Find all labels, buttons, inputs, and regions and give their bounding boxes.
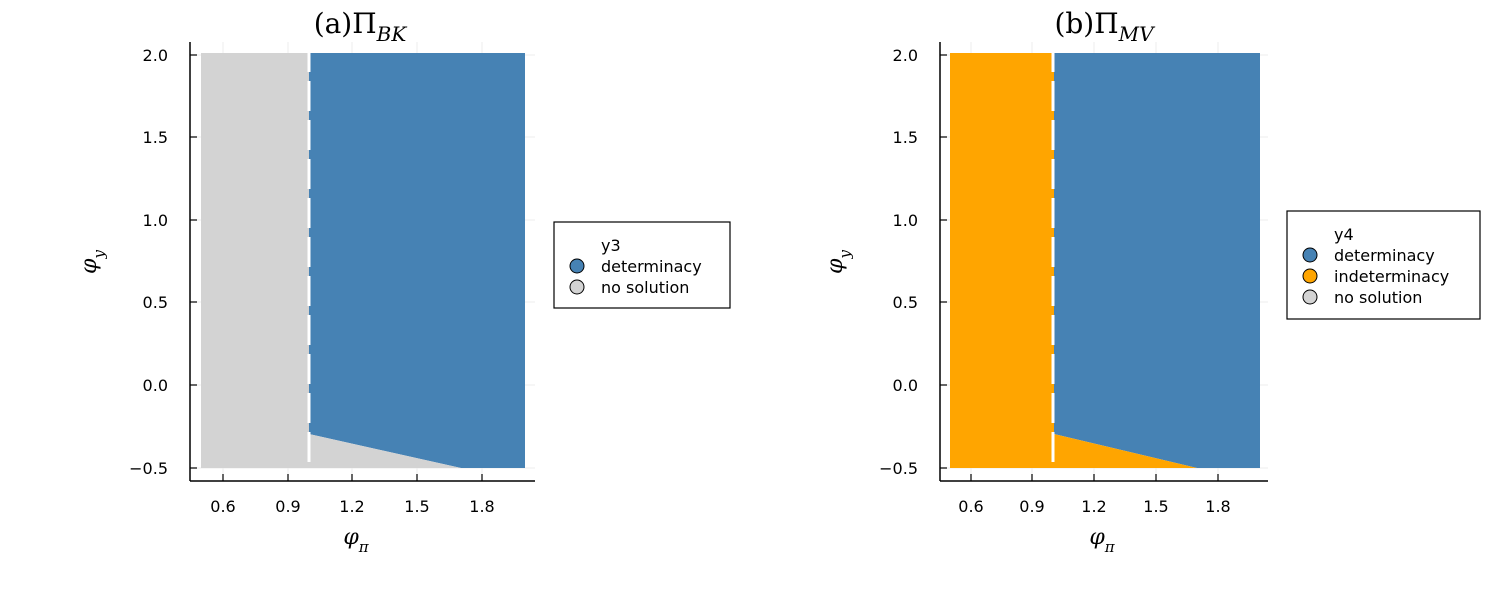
legend-label-determinacy: determinacy <box>601 257 702 276</box>
svg-text:1.8: 1.8 <box>469 497 494 516</box>
legend-b: y4 determinacy indeterminacy no solution <box>1286 210 1481 320</box>
svg-text:0.5: 0.5 <box>143 293 168 312</box>
svg-text:1.5: 1.5 <box>893 128 918 147</box>
region-no-solution-wedge <box>309 434 461 468</box>
y-axis-label-b: φy <box>823 250 854 274</box>
region-determinacy <box>1054 53 1260 468</box>
x-axis-label-a: φπ <box>343 525 369 556</box>
svg-text:2.0: 2.0 <box>143 46 168 65</box>
ticks-a <box>190 54 483 481</box>
legend-box-b <box>1286 210 1481 320</box>
region-indeterminacy-wedge <box>1054 434 1197 468</box>
legend-marker-no-solution <box>569 279 585 295</box>
svg-text:1.0: 1.0 <box>143 211 168 230</box>
y-tick-labels-b: 2.0 1.5 1.0 0.5 0.0 −0.5 <box>879 46 918 478</box>
legend-marker-indeterminacy <box>1302 268 1318 284</box>
svg-text:1.2: 1.2 <box>339 497 364 516</box>
y-axis-label-a: φy <box>77 250 108 274</box>
svg-text:1.0: 1.0 <box>893 211 918 230</box>
legend-label-determinacy: determinacy <box>1334 246 1435 265</box>
svg-text:0.6: 0.6 <box>958 497 983 516</box>
legend-label-no-solution: no solution <box>1334 288 1422 307</box>
x-tick-labels-a: 0.6 0.9 1.2 1.5 1.8 <box>210 497 494 516</box>
svg-text:1.2: 1.2 <box>1081 497 1106 516</box>
svg-text:−0.5: −0.5 <box>879 459 918 478</box>
legend-title-a: y3 <box>601 236 621 255</box>
region-no-solution <box>201 53 309 468</box>
svg-text:1.5: 1.5 <box>143 128 168 147</box>
svg-text:0.9: 0.9 <box>1019 497 1044 516</box>
svg-text:1.5: 1.5 <box>404 497 429 516</box>
legend-label-indeterminacy: indeterminacy <box>1334 267 1449 286</box>
region-determinacy <box>309 53 525 468</box>
region-indeterminacy <box>950 53 1054 468</box>
svg-text:0.6: 0.6 <box>210 497 235 516</box>
x-tick-labels-b: 0.6 0.9 1.2 1.5 1.8 <box>958 497 1230 516</box>
chart-panel-b: (b)ΠMV <box>823 7 1481 556</box>
legend-marker-determinacy <box>1302 247 1318 263</box>
legend-title-b: y4 <box>1334 225 1354 244</box>
svg-text:0.9: 0.9 <box>275 497 300 516</box>
chart-title-a: (a)ΠBK <box>314 7 408 46</box>
legend-label-no-solution: no solution <box>601 278 689 297</box>
chart-panel-a: (a)ΠBK <box>77 7 731 556</box>
y-tick-labels-a: 2.0 1.5 1.0 0.5 0.0 −0.5 <box>129 46 168 478</box>
chart-title-b: (b)ΠMV <box>1054 7 1156 46</box>
svg-text:1.5: 1.5 <box>1143 497 1168 516</box>
svg-text:1.8: 1.8 <box>1205 497 1230 516</box>
legend-a: y3 determinacy no solution <box>553 221 731 309</box>
svg-text:2.0: 2.0 <box>893 46 918 65</box>
svg-text:0.5: 0.5 <box>893 293 918 312</box>
svg-text:0.0: 0.0 <box>143 376 168 395</box>
x-axis-label-b: φπ <box>1089 525 1115 556</box>
ticks-b <box>940 54 1219 481</box>
legend-marker-determinacy <box>569 258 585 274</box>
svg-text:0.0: 0.0 <box>893 376 918 395</box>
svg-text:−0.5: −0.5 <box>129 459 168 478</box>
legend-marker-no-solution <box>1302 289 1318 305</box>
